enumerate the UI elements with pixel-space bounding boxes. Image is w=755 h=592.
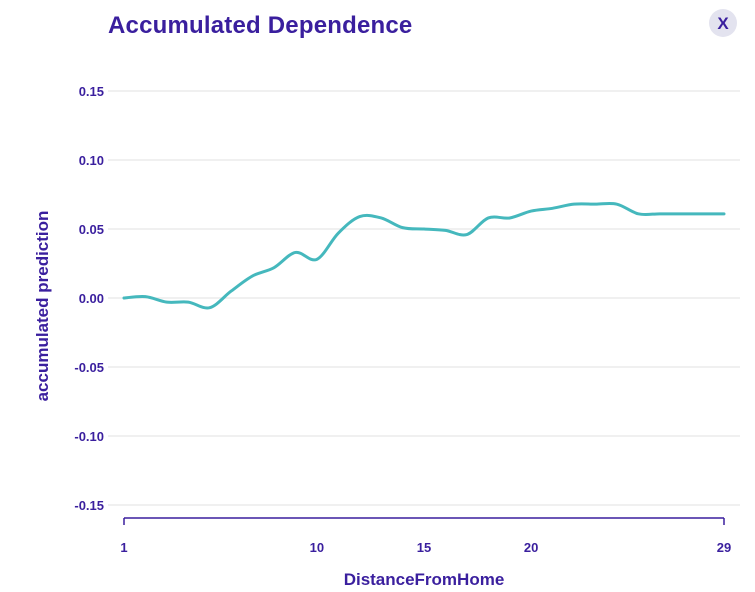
y-tick-label: 0.10 [79,153,104,168]
x-tick-label: 1 [120,540,127,555]
close-icon: X [717,13,729,33]
y-axis-title: accumulated prediction [33,211,52,402]
x-axis-title: DistanceFromHome [344,570,505,589]
y-tick-label: -0.10 [74,429,104,444]
x-axis-layer: 1 10 15 20 29 [120,517,731,555]
x-tick-label: 29 [717,540,731,555]
y-tick-layer: 0.15 0.10 0.05 0.00 -0.05 -0.10 -0.15 [74,84,104,513]
y-tick-label: 0.00 [79,291,104,306]
series-line [122,201,726,310]
x-tick-label: 20 [524,540,538,555]
x-tick-label: 15 [417,540,431,555]
x-tick-label: 10 [310,540,324,555]
grid-layer [108,90,740,506]
close-button[interactable]: X [709,9,737,37]
y-tick-label: -0.05 [74,360,104,375]
chart-title: Accumulated Dependence [108,12,413,39]
y-tick-label: 0.05 [79,222,104,237]
y-tick-label: 0.15 [79,84,104,99]
y-tick-label: -0.15 [74,498,104,513]
line-layer [122,201,726,310]
